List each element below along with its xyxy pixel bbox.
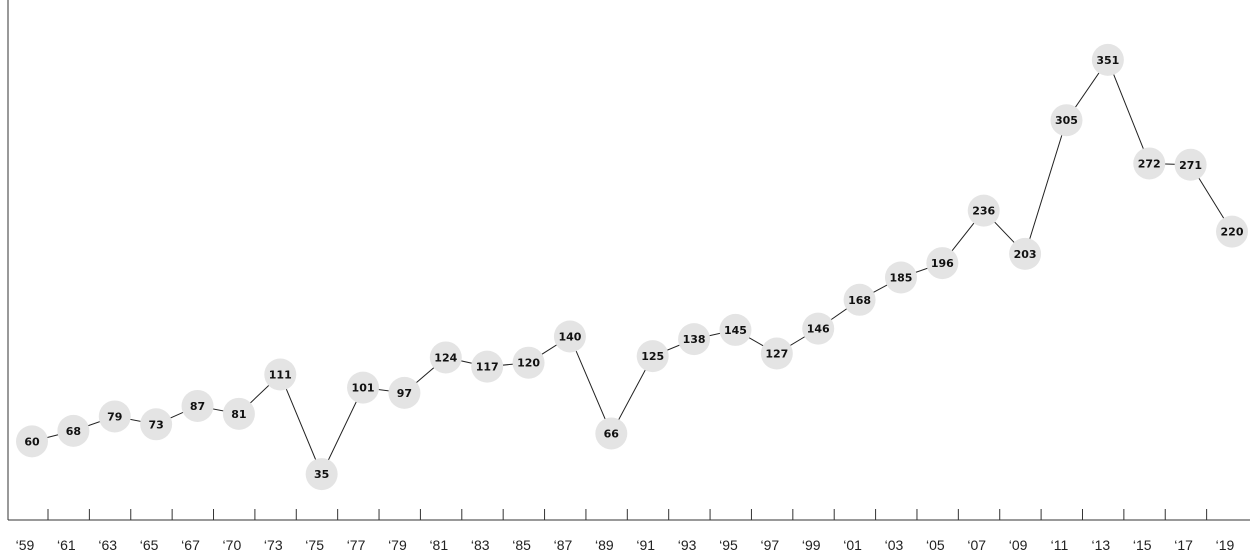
data-point	[1133, 147, 1166, 180]
data-point	[802, 312, 835, 345]
x-tick-label: ‘99	[802, 537, 821, 553]
x-tick-label: ‘15	[1133, 537, 1152, 553]
data-point	[388, 376, 421, 409]
x-tick-label: ‘91	[636, 537, 655, 553]
data-label: 138	[683, 333, 706, 346]
x-tick-label: ‘63	[98, 537, 117, 553]
x-axis-tick-labels: ‘59 ‘61 ‘63 ‘65 ‘67 ‘70 ‘73 ‘75 ‘77 ‘79 ‘81 ‘83 ‘85 ‘…	[16, 537, 1235, 553]
x-tick-label: ‘05	[926, 537, 945, 553]
data-point	[57, 414, 90, 447]
data-point	[222, 397, 255, 430]
x-tick-label: ‘83	[471, 537, 490, 553]
x-tick-label: ‘87	[554, 537, 573, 553]
data-point	[760, 337, 793, 370]
data-label: 73	[148, 418, 163, 431]
data-point	[926, 247, 959, 280]
data-label: 185	[889, 272, 912, 285]
data-point	[429, 341, 462, 374]
x-tick-label: ‘03	[885, 537, 904, 553]
data-label: 60	[24, 435, 40, 448]
data-label: 305	[1055, 114, 1078, 127]
data-label: 272	[1138, 157, 1161, 170]
x-tick-label: ‘61	[57, 537, 76, 553]
data-label: 101	[352, 382, 375, 395]
data-point	[1009, 237, 1042, 270]
data-label: 127	[765, 348, 788, 361]
data-markers	[16, 43, 1248, 491]
data-point	[967, 194, 1000, 227]
x-tick-label: ‘01	[843, 537, 862, 553]
x-tick-label: ‘65	[140, 537, 159, 553]
data-label: 125	[641, 350, 664, 363]
data-label: 117	[476, 361, 499, 374]
data-label: 87	[190, 400, 205, 413]
data-label: 35	[314, 468, 329, 481]
x-tick-label: ‘85	[512, 537, 531, 553]
data-point	[512, 346, 545, 379]
data-point	[1174, 148, 1207, 181]
data-label: 146	[807, 323, 830, 336]
data-label: 145	[724, 324, 747, 337]
x-tick-label: ‘79	[388, 537, 407, 553]
x-tick-label: ‘07	[967, 537, 986, 553]
data-label: 111	[269, 369, 292, 382]
x-tick-label: ‘17	[1174, 537, 1193, 553]
data-point	[347, 371, 380, 404]
x-tick-label: ‘77	[347, 537, 366, 553]
data-label: 271	[1179, 159, 1202, 172]
data-label: 79	[107, 410, 122, 423]
x-tick-label: ‘75	[305, 537, 324, 553]
data-point	[843, 283, 876, 316]
data-point	[16, 425, 48, 458]
data-point	[636, 340, 669, 373]
data-label: 351	[1096, 54, 1119, 67]
data-label: 203	[1014, 248, 1037, 261]
data-label: 81	[231, 408, 246, 421]
data-label: 120	[517, 357, 540, 370]
data-label: 124	[434, 351, 457, 364]
data-label: 196	[931, 257, 954, 270]
x-tick-label: ‘67	[181, 537, 200, 553]
data-point	[595, 417, 628, 450]
x-tick-label: ‘93	[678, 537, 697, 553]
x-tick-label: ‘11	[1051, 537, 1069, 553]
data-point	[264, 358, 297, 391]
data-label: 168	[848, 294, 871, 307]
data-point	[140, 408, 173, 441]
data-point	[98, 400, 131, 433]
data-label: 97	[397, 387, 412, 400]
x-axis-ticks	[47, 509, 1208, 520]
data-label: 220	[1221, 226, 1244, 239]
data-label: 236	[972, 205, 995, 218]
x-tick-label: ‘95	[719, 537, 738, 553]
data-label: 68	[66, 425, 81, 438]
x-tick-label: ‘19	[1216, 537, 1235, 553]
data-label: 66	[604, 427, 620, 440]
x-tick-label: ‘13	[1092, 537, 1111, 553]
x-tick-label: ‘73	[264, 537, 283, 553]
data-point	[181, 389, 214, 422]
data-labels: 60 68 79 73 87 81 111 35 101 97 124 117 120 140 66 125 1…	[24, 54, 1243, 481]
data-point	[1050, 104, 1083, 137]
data-point	[471, 350, 504, 383]
x-tick-label: ‘59	[16, 537, 35, 553]
data-point	[884, 261, 917, 294]
x-tick-label: ‘09	[1009, 537, 1028, 553]
x-tick-label: ‘89	[595, 537, 614, 553]
data-point	[678, 323, 711, 356]
data-point	[1216, 215, 1248, 248]
x-tick-label: ‘81	[429, 537, 448, 553]
data-point	[305, 458, 338, 491]
data-point	[553, 320, 586, 353]
x-tick-label: ‘97	[760, 537, 779, 553]
x-tick-label: ‘70	[223, 537, 242, 553]
data-point	[1091, 43, 1124, 76]
data-label: 140	[558, 330, 581, 343]
data-point	[719, 313, 752, 346]
